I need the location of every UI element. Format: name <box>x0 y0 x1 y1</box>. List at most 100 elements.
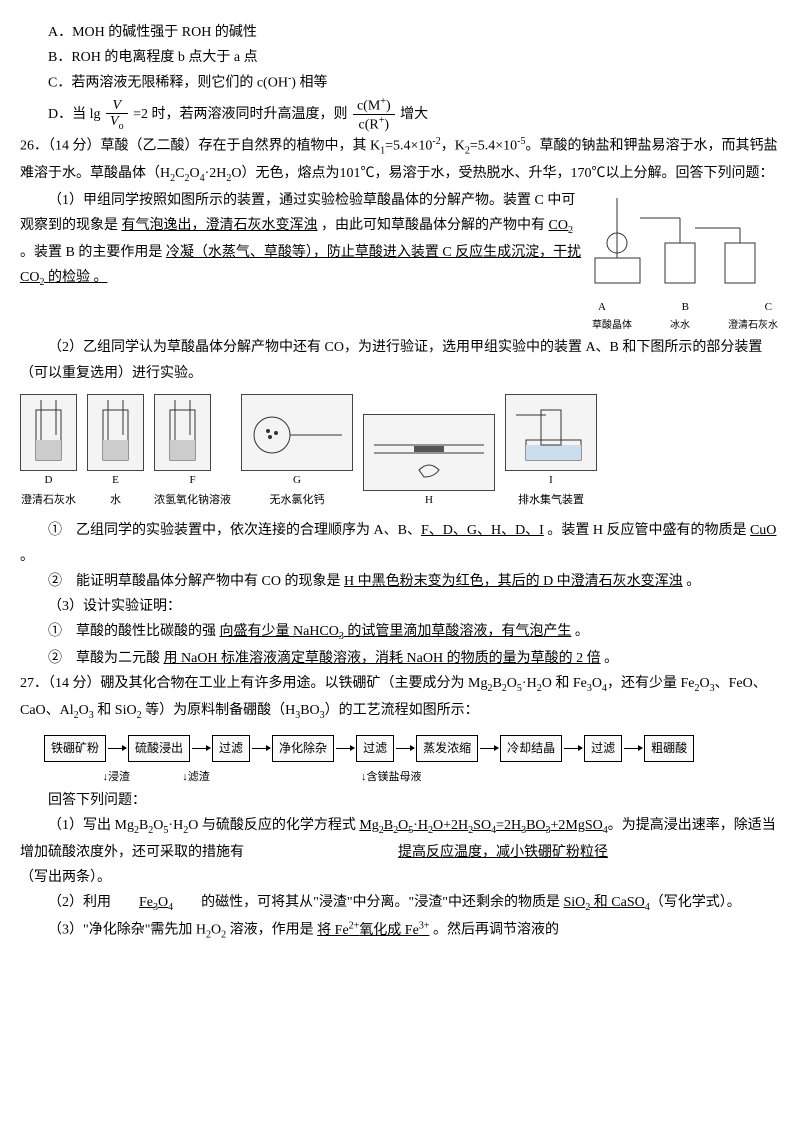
fig-d: D澄清石灰水 <box>20 394 77 511</box>
t: 含镁盐母液 <box>367 771 422 783</box>
arrow-icon <box>624 748 642 749</box>
t: B <box>492 676 501 691</box>
t: （2）利用 <box>48 895 139 910</box>
q27-p2: （2）利用 Fe3O4 的磁性，可将其从"浸渣"中分离。"浸渣"中还剩余的物质是… <box>20 890 780 917</box>
fig-e: E水 <box>87 394 144 511</box>
process-flow: 铁硼矿粉 硫酸浸出 过滤 净化除杂 过滤 蒸发浓缩 冷却结晶 过滤 粗硼酸 <box>44 735 780 763</box>
apparatus-figure-1: A B C 草酸晶体 冰水 澄清石灰水 <box>590 188 780 336</box>
t: BO <box>300 703 319 718</box>
t: SO <box>473 818 491 833</box>
q26-head: 26．（14 分）草酸（乙二酸）存在于自然界的植物中，其 K1=5.4×10-2… <box>20 133 780 187</box>
t: =2H <box>496 818 521 833</box>
q27-ans-head: 回答下列问题： <box>20 788 780 813</box>
lab-ice: 冰水 <box>670 317 690 335</box>
option-c-post: ) 相等 <box>291 76 327 91</box>
lab: 澄清石灰水 <box>20 491 77 511</box>
node: 冷却结晶 <box>500 735 562 763</box>
t: 。装置 H 反应管中盛有的物质是 <box>544 523 750 538</box>
q26-p2-2: ② 能证明草酸晶体分解产物中有 CO 的现象是 H 中黑色粉末变为红色，其后的 … <box>20 569 780 594</box>
t: （1）写出 Mg <box>48 818 134 833</box>
f2np2: ) <box>386 99 391 114</box>
t: O <box>211 923 221 938</box>
t: 。装置 B 的主要作用是 <box>20 245 166 260</box>
ans: 用 NaOH 标准溶液滴定草酸溶液，消耗 NaOH 的物质的量为草酸的 2 倍 <box>164 651 601 666</box>
lab-top: 草酸晶体 <box>592 317 632 335</box>
arrow-icon <box>192 748 210 749</box>
t: 浸渣 <box>108 771 130 783</box>
t: 。然后再调节溶液的 <box>429 923 559 938</box>
t: ·H <box>168 818 183 833</box>
apparatus-svg <box>590 188 780 298</box>
t: O <box>592 676 602 691</box>
node: 粗硼酸 <box>644 735 694 763</box>
arrow-icon <box>480 748 498 749</box>
t: 滤渣 <box>188 771 210 783</box>
lab: 排水集气装置 <box>505 491 597 511</box>
frac1-num: V <box>113 98 122 113</box>
t: BO <box>526 818 545 833</box>
q26-p2: （2）乙组同学认为草酸晶体分解产物中还有 CO，为进行验证，选用甲组实验中的装置… <box>20 335 780 385</box>
lab: H <box>363 491 495 511</box>
t: ① 草酸的酸性比碳酸的强 <box>48 624 220 639</box>
t: 的检验 。 <box>44 270 107 285</box>
frac1-den: V <box>110 114 119 129</box>
t: ·H <box>413 818 428 833</box>
t: 将 Fe <box>317 923 349 938</box>
node: 过滤 <box>584 735 622 763</box>
t: ，还有少量 Fe <box>607 676 695 691</box>
t: ，由此可知草酸晶体分解的产物中有 <box>318 218 549 233</box>
ans: 向盛有少量 NaHCO3 的试管里滴加草酸溶液，有气泡产生 <box>220 624 572 639</box>
t: O 和 Fe <box>542 676 587 691</box>
q26-p2-1: ① 乙组同学的实验装置中，依次连接的合理顺序为 A、B、F、D、G、H、D、I … <box>20 518 780 568</box>
f2np: c(M <box>357 99 380 114</box>
t: 的磁性，可将其从"浸渣"中分离。"浸渣"中还剩余的物质是 <box>173 895 563 910</box>
t: 和 CaSO <box>590 895 644 910</box>
ans-eq: Mg2B2O5·H2O+2H2SO4=2H3BO3+2MgSO4 <box>359 818 607 833</box>
ans: Fe3O4 <box>139 895 173 910</box>
fig-h: H <box>363 414 495 511</box>
fig-f: F浓氢氧化钠溶液 <box>154 394 231 511</box>
ans: SiO2 和 CaSO4 <box>563 895 649 910</box>
t: ① 乙组同学的实验装置中，依次连接的合理顺序为 A、B、 <box>48 523 421 538</box>
ans: CuO <box>750 523 776 538</box>
lab-b: B <box>682 298 689 318</box>
t: =5.4×10 <box>385 139 432 154</box>
ans: 将 Fe2+氧化成 Fe3+ <box>317 923 429 938</box>
t: +2MgSO <box>551 818 603 833</box>
t: =5.4×10 <box>470 139 517 154</box>
option-d-pre: D．当 lg <box>48 107 101 122</box>
ans-1a: 有气泡逸出，澄清石灰水变浑浊 <box>122 218 318 233</box>
arrow-icon <box>336 748 354 749</box>
t: 向盛有少量 NaHCO <box>220 624 339 639</box>
q26-p3: （3）设计实验证明： <box>20 594 780 619</box>
t: O <box>699 676 709 691</box>
t: 。 <box>683 574 701 589</box>
t: O <box>158 895 168 910</box>
q26-p3-2: ② 草酸为二元酸 用 NaOH 标准溶液滴定草酸溶液，消耗 NaOH 的物质的量… <box>20 646 780 671</box>
option-d-post: 增大 <box>400 107 428 122</box>
t: 氧化成 Fe <box>359 923 419 938</box>
lab-a: A <box>598 298 606 318</box>
frac1-den-sub: o <box>119 121 124 132</box>
node: 蒸发浓缩 <box>416 735 478 763</box>
t: （写出两条）。 <box>20 870 111 885</box>
arrow-icon <box>396 748 414 749</box>
option-b: B．ROH 的电离程度 b 点大于 a 点 <box>48 45 780 70</box>
t: O <box>153 818 163 833</box>
lab: 水 <box>87 491 144 511</box>
ans-1b: CO2 <box>549 218 573 233</box>
t: O <box>507 676 517 691</box>
t: 和 SiO <box>94 703 137 718</box>
t: O <box>189 166 199 181</box>
t: 。 <box>571 624 589 639</box>
t: （3）"净化除杂"需先加 H <box>48 923 206 938</box>
option-d: D．当 lg V Vo =2 时，若两溶液同时升高温度，则 c(M+) c(R+… <box>48 96 780 133</box>
option-a: A．MOH 的碱性强于 ROH 的碱性 <box>48 20 780 45</box>
t: ·2H <box>205 166 227 181</box>
arrow-icon <box>564 748 582 749</box>
t: CO <box>549 218 568 233</box>
t: ）的工艺流程如图所示： <box>325 703 479 718</box>
node: 过滤 <box>356 735 394 763</box>
q27-p1: （1）写出 Mg2B2O5·H2O 与硫酸反应的化学方程式 Mg2B2O5·H2… <box>20 813 780 890</box>
t: ② 草酸为二元酸 <box>48 651 164 666</box>
